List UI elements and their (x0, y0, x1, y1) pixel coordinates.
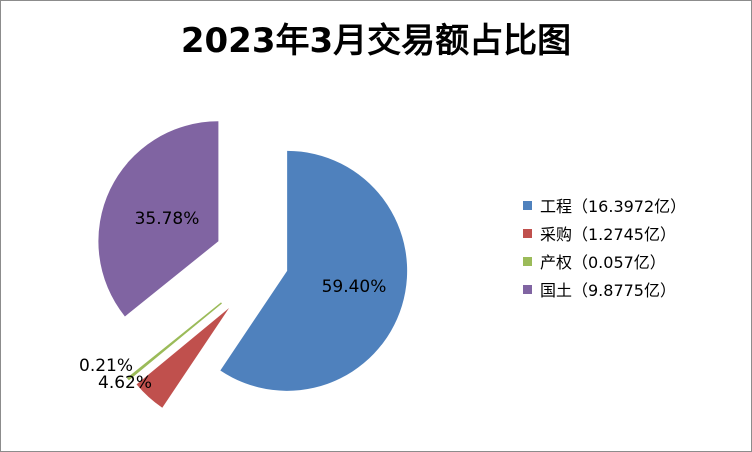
legend-item-caigou: 采购（1.2745亿） (523, 219, 686, 247)
legend-label: 工程（16.3972亿） (540, 197, 687, 216)
legend-item-gongcheng: 工程（16.3972亿） (523, 191, 686, 219)
legend-label: 国土（9.8775亿） (540, 281, 676, 300)
slice-label-guotu: 35.78% (135, 209, 200, 229)
chart-title: 2023年3月交易额占比图 (180, 21, 572, 61)
slice-label-chanquan: 0.21% (79, 356, 133, 376)
legend-swatch (523, 228, 532, 238)
slice-caigou (136, 308, 230, 408)
legend-label: 产权（0.057亿） (540, 253, 666, 272)
slice-label-gongcheng: 59.40% (322, 277, 387, 297)
legend: 工程（16.3972亿） 采购（1.2745亿） 产权（0.057亿） 国土（9… (523, 191, 686, 303)
slice-label-caigou: 4.62% (98, 373, 152, 393)
legend-item-chanquan: 产权（0.057亿） (523, 247, 686, 275)
legend-swatch (523, 200, 532, 210)
legend-swatch (523, 256, 532, 266)
legend-label: 采购（1.2745亿） (540, 225, 676, 244)
legend-item-guotu: 国土（9.8775亿） (523, 275, 686, 303)
slice-gongcheng (220, 150, 408, 391)
slice-chanquan (126, 302, 222, 381)
slice-guotu (98, 121, 219, 317)
legend-swatch (523, 284, 532, 294)
